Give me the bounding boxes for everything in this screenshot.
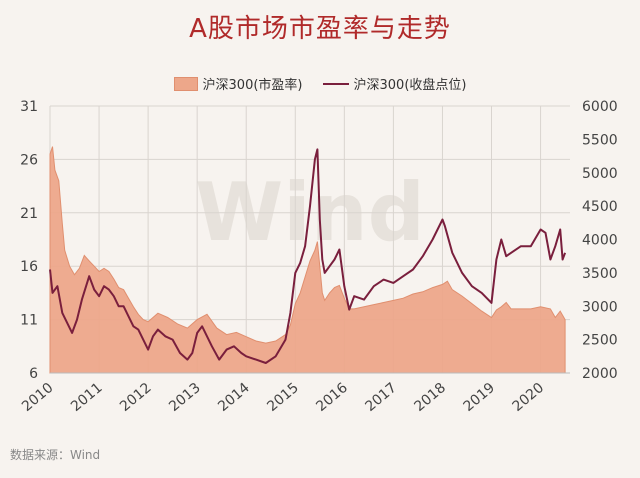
legend-label-close: 沪深300(收盘点位)	[353, 78, 467, 93]
y-right-tick-label: 6000	[582, 99, 618, 115]
y-right-tick-label: 2000	[582, 366, 618, 382]
x-tick-label: 2010	[19, 380, 57, 415]
legend-swatch-area	[173, 76, 198, 91]
y-left-tick-label: 6	[29, 366, 38, 382]
x-tick-label: 2011	[68, 380, 106, 415]
y-right-tick-label: 2500	[582, 333, 618, 349]
y-right-tick-label: 4000	[582, 233, 618, 249]
y-right-tick-label: 3500	[582, 266, 618, 282]
series-pe-area	[49, 146, 566, 374]
series-close-line	[49, 148, 567, 364]
chart-title: A股市场市盈率与走势	[189, 14, 451, 44]
x-tick-label: 2020	[510, 380, 548, 415]
x-tick-label: 2015	[264, 380, 302, 415]
x-tick-label: 2014	[215, 380, 253, 415]
y-left-tick-label: 26	[20, 152, 38, 168]
legend-item-pe: 沪深300(市盈率)	[173, 74, 303, 93]
legend-label-pe: 沪深300(市盈率)	[202, 78, 303, 93]
x-tick-label: 2019	[460, 380, 498, 415]
x-tick-label: 2013	[166, 380, 204, 415]
x-tick-label: 2016	[313, 380, 351, 415]
y-left-tick-label: 16	[20, 259, 38, 275]
y-right-tick-label: 4500	[582, 199, 618, 215]
legend-swatch-line	[322, 82, 349, 85]
y-right-tick-label: 5000	[582, 166, 618, 182]
x-tick-label: 2018	[411, 380, 449, 415]
legend-item-close: 沪深300(收盘点位)	[322, 74, 467, 93]
y-right-tick-label: 5500	[582, 132, 618, 148]
x-tick-label: 2012	[117, 380, 155, 415]
x-tick-label: 2017	[362, 380, 400, 415]
y-left-tick-label: 21	[20, 206, 38, 222]
y-left-tick-label: 31	[20, 99, 38, 115]
legend: 沪深300(市盈率) 沪深300(收盘点位)	[0, 74, 640, 93]
source-note: 数据来源：Wind	[10, 448, 101, 462]
y-left-tick-label: 11	[20, 313, 38, 329]
y-right-tick-label: 3000	[582, 299, 618, 315]
